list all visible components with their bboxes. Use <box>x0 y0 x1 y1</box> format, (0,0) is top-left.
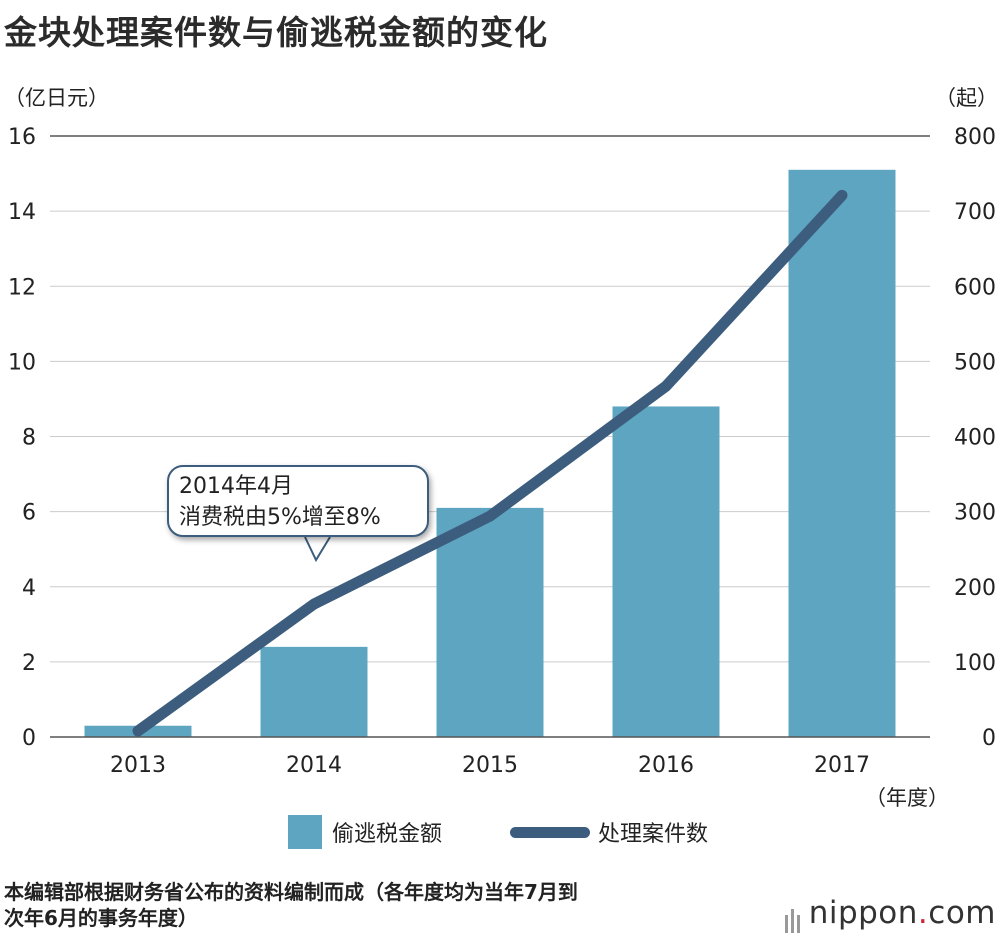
right-axis-unit: （起） <box>935 86 998 110</box>
callout-pointer-fill <box>305 535 330 560</box>
y-left-tick-label: 12 <box>8 275 36 300</box>
x-tick-label: 2016 <box>638 753 694 778</box>
callout-pointer <box>304 536 331 563</box>
bar <box>436 507 544 737</box>
source-note: 本编辑部根据财务省公布的资料编制而成（各年度均为当年7月到 次年6月的事务年度） <box>4 879 764 931</box>
x-axis-unit: （年度） <box>865 786 949 810</box>
x-tick-label: 2013 <box>110 753 166 778</box>
logo-bars-icon <box>784 897 803 933</box>
line-point <box>311 601 317 608</box>
chart-plot: 0 2 4 6 8 10 12 14 16 0 100 200 300 400 500 600 700 800 20… <box>8 125 996 778</box>
y-left-tick-label: 4 <box>22 576 36 601</box>
line-point <box>663 383 669 390</box>
y-left-tick-label: 2 <box>22 651 36 676</box>
bar <box>612 406 720 737</box>
y-left-tick-label: 10 <box>8 350 36 375</box>
bar <box>260 646 368 737</box>
y-left-tick-label: 8 <box>22 426 36 451</box>
y-right-tick-label: 800 <box>954 125 996 150</box>
annotation-callout: 2014年4月 消费税由5%增至8% <box>167 465 429 537</box>
legend-line-swatch <box>510 826 591 838</box>
nippon-logo: nippon.com <box>784 895 996 933</box>
logo-dot: . <box>917 895 929 931</box>
source-line-1: 本编辑部根据财务省公布的资料编制而成（各年度均为当年7月到 <box>4 880 578 904</box>
y-right-tick-label: 700 <box>954 200 996 225</box>
y-left-tick-label: 16 <box>8 125 36 150</box>
y-right-tick-label: 500 <box>954 350 996 375</box>
left-axis-unit: （亿日元） <box>4 86 109 110</box>
y-right-tick-label: 100 <box>954 651 996 676</box>
annotation-line-2: 消费税由5%增至8% <box>179 505 381 530</box>
line-point <box>135 727 141 734</box>
logo-suffix: com <box>928 895 996 931</box>
legend-bar-swatch <box>288 815 322 849</box>
y-right-tick-label: 0 <box>982 726 996 751</box>
legend-bar-label: 偷逃税金额 <box>332 822 443 847</box>
x-tick-label: 2015 <box>462 753 518 778</box>
y-right-tick-label: 400 <box>954 426 996 451</box>
chart-title: 金块处理案件数与偷逃税金额的变化 <box>4 13 548 52</box>
y-left-tick-label: 0 <box>22 726 36 751</box>
line-point <box>487 513 493 520</box>
legend: 偷逃税金额 处理案件数 <box>288 815 708 849</box>
bar <box>788 169 896 737</box>
logo-text: nippon <box>808 895 918 931</box>
y-right-tick-label: 600 <box>954 275 996 300</box>
line-point <box>839 192 845 199</box>
y-left-tick-label: 14 <box>8 200 36 225</box>
y-right-tick-label: 200 <box>954 576 996 601</box>
source-line-2: 次年6月的事务年度） <box>4 906 198 930</box>
y-left-tick-label: 6 <box>22 501 36 526</box>
x-tick-label: 2017 <box>814 753 870 778</box>
y-right-tick-label: 300 <box>954 501 996 526</box>
annotation-line-1: 2014年4月 <box>179 474 293 499</box>
legend-line-label: 处理案件数 <box>598 822 709 847</box>
x-tick-label: 2014 <box>286 753 342 778</box>
